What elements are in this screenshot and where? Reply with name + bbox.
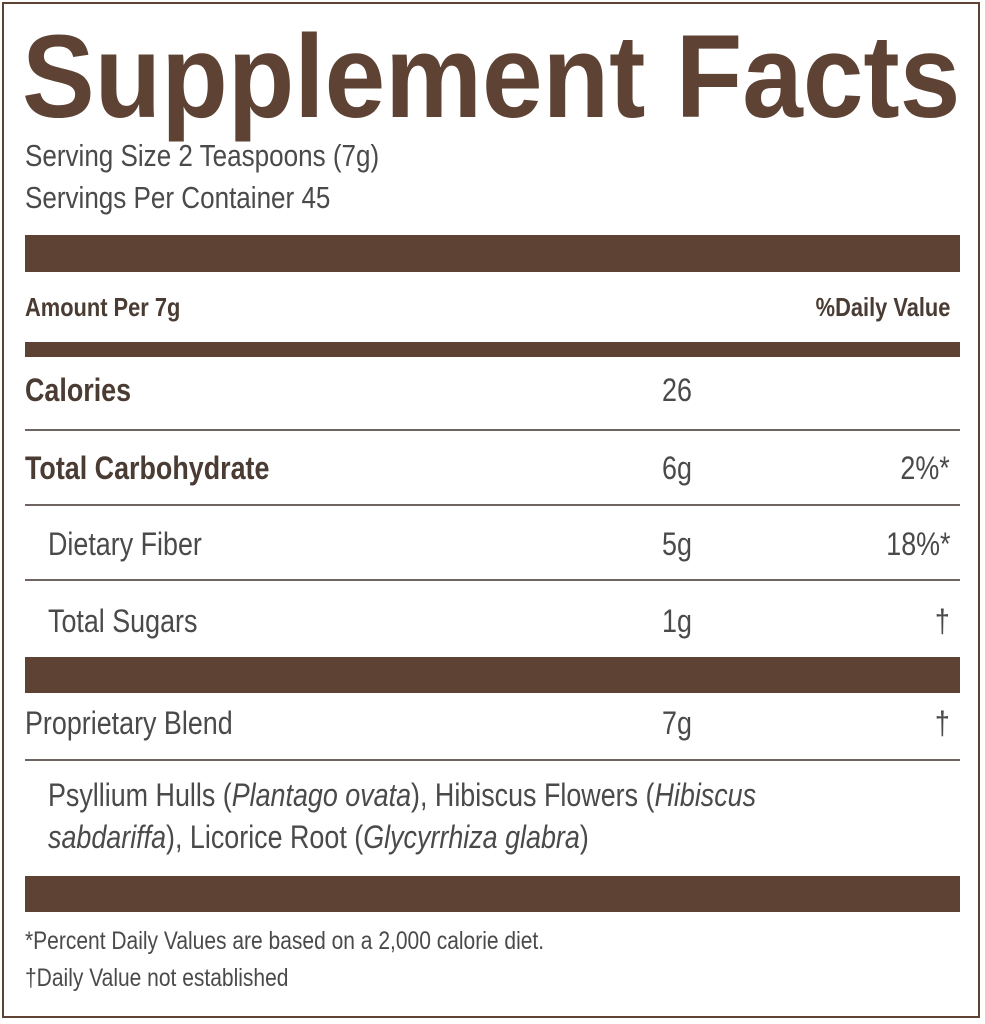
daily-value-header: %Daily Value: [815, 292, 950, 322]
nutrient-dv-carbohydrate: 2%*: [900, 450, 950, 486]
nutrient-name-fiber: Dietary Fiber: [48, 526, 202, 562]
nutrient-amount-blend: 7g: [662, 705, 692, 741]
nutrient-dv-blend: †: [935, 705, 950, 741]
nutrient-amount-carbohydrate: 6g: [662, 450, 692, 486]
blend-ingredients-line-1: Psyllium Hulls (Plantago ovata), Hibiscu…: [48, 777, 757, 813]
nutrient-amount-calories: 26: [662, 372, 692, 408]
nutrient-name-carbohydrate: Total Carbohydrate: [25, 450, 270, 486]
nutrient-amount-sugars: 1g: [662, 603, 692, 639]
nutrient-name-calories: Calories: [25, 372, 132, 408]
row-divider: [25, 759, 960, 761]
label-title: Supplement Facts: [22, 11, 961, 143]
nutrient-amount-fiber: 5g: [662, 526, 692, 562]
divider-bar: [25, 657, 960, 693]
divider-bar: [25, 876, 960, 912]
blend-ingredients-line-2: sabdariffa), Licorice Root (Glycyrrhiza …: [48, 819, 589, 855]
serving-size: Serving Size 2 Teaspoons (7g): [25, 138, 380, 173]
nutrient-dv-sugars: †: [935, 603, 950, 639]
footnote-not-established: †Daily Value not established: [25, 964, 289, 992]
footnote-daily-values: *Percent Daily Values are based on a 2,0…: [25, 927, 545, 955]
nutrient-name-sugars: Total Sugars: [48, 603, 198, 639]
nutrient-dv-fiber: 18%*: [885, 526, 950, 562]
row-divider: [25, 429, 960, 431]
divider-bar: [25, 342, 960, 357]
nutrient-name-blend: Proprietary Blend: [25, 705, 233, 741]
servings-per-container: Servings Per Container 45: [25, 180, 331, 215]
amount-per-header: Amount Per 7g: [25, 292, 181, 322]
divider-bar: [25, 235, 960, 272]
row-divider: [25, 504, 960, 506]
row-divider: [25, 579, 960, 581]
